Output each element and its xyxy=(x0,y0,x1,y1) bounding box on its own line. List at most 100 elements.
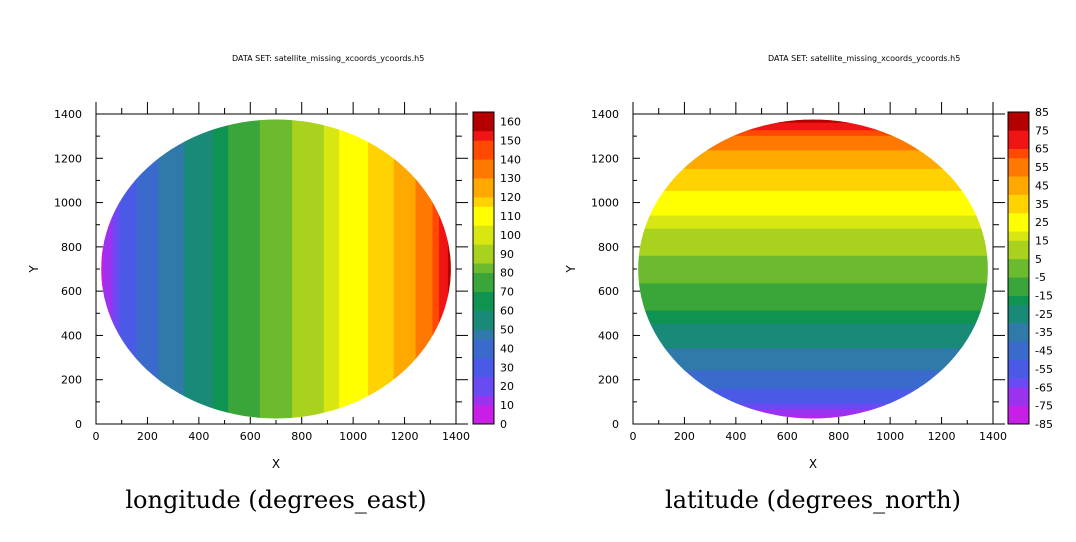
colorbar-box xyxy=(473,329,494,340)
contour-band xyxy=(638,149,988,160)
colorbar: -85-75-65-55-45-35-25-15-551525354555657… xyxy=(1007,106,1053,431)
dataset-label: DATA SET: satellite_missing_xcoords_ycoo… xyxy=(768,54,960,63)
y-tick-label: 1400 xyxy=(54,108,82,121)
colorbar-box xyxy=(473,178,494,188)
colorbar-box xyxy=(1008,313,1029,324)
contour-band xyxy=(212,119,229,419)
colorbar-label: 40 xyxy=(500,342,514,355)
colorbar-label: 55 xyxy=(1035,161,1049,174)
colorbar-box xyxy=(473,206,494,217)
contour-band xyxy=(276,119,293,419)
chart-title: latitude (degrees_north) xyxy=(665,486,961,514)
contour-band xyxy=(243,119,261,419)
x-tick-label: 200 xyxy=(674,430,695,443)
contour-band xyxy=(638,388,988,397)
y-tick-label: 0 xyxy=(75,418,82,431)
contour-band xyxy=(638,379,988,389)
colorbar-label: 120 xyxy=(500,191,521,204)
panel-latitude: DATA SET: satellite_missing_xcoords_ycoo… xyxy=(564,54,1053,514)
colorbar-label: 0 xyxy=(500,418,507,431)
colorbar-box xyxy=(473,348,494,359)
colorbar-box xyxy=(1008,121,1029,131)
contour-band xyxy=(405,119,417,419)
y-tick-label: 800 xyxy=(61,241,82,254)
contour-band xyxy=(101,119,103,419)
y-tick-label: 600 xyxy=(61,285,82,298)
y-tick-label: 1200 xyxy=(54,152,82,165)
colorbar-label: 5 xyxy=(1035,253,1042,266)
x-axis-label: X xyxy=(809,457,817,471)
contour-band xyxy=(107,119,114,419)
colorbar-label: -45 xyxy=(1035,345,1053,358)
contour-band xyxy=(638,335,988,349)
colorbar-box xyxy=(473,112,494,122)
contour-band xyxy=(638,296,988,311)
colorbar-label: 90 xyxy=(500,248,514,261)
axis-ticks: 0 200 400 600 800 1000 1200 1400 0 200 400 600 800 10… xyxy=(591,102,1007,443)
colorbar-label: 70 xyxy=(500,286,514,299)
x-tick-label: 1000 xyxy=(339,430,367,443)
colorbar-box xyxy=(473,320,494,330)
y-tick-label: 600 xyxy=(598,285,619,298)
colorbar-box xyxy=(473,234,494,245)
contour-band xyxy=(638,190,988,203)
colorbar-box xyxy=(1008,212,1029,223)
colorbar-label: 75 xyxy=(1035,124,1049,137)
contour-fill xyxy=(101,119,451,419)
chart-title: longitude (degrees_east) xyxy=(125,486,426,514)
x-tick-label: 0 xyxy=(93,430,100,443)
contour-band xyxy=(424,119,434,419)
colorbar-box xyxy=(1008,332,1029,342)
colorbar: 0 10 20 30 40 50 60 70 80 90 100 110 120 130 140 150 160 xyxy=(472,111,521,431)
colorbar-box xyxy=(473,395,494,406)
colorbar-box xyxy=(473,310,494,321)
colorbar-frame xyxy=(472,111,495,425)
colorbar-label: 85 xyxy=(1035,106,1049,119)
colorbar-label: -75 xyxy=(1035,400,1053,413)
contour-band xyxy=(292,119,309,419)
contour-band xyxy=(198,119,214,419)
colorbar-box xyxy=(1008,258,1029,269)
colorbar-box xyxy=(1008,268,1029,278)
dataset-label: DATA SET: satellite_missing_xcoords_ycoo… xyxy=(232,54,424,63)
colorbar-box xyxy=(473,159,494,170)
axis-ticks: 0 200 400 600 800 1000 1200 1400 0 200 400 600 800 10… xyxy=(54,102,470,443)
y-tick-label: 400 xyxy=(61,329,82,342)
colorbar-box xyxy=(1008,148,1029,159)
contour-band xyxy=(368,119,382,419)
colorbar-box xyxy=(473,121,494,132)
colorbar-label: 150 xyxy=(500,134,521,147)
colorbar-label: 130 xyxy=(500,172,521,185)
contour-band xyxy=(638,269,988,284)
colorbar-label: 100 xyxy=(500,229,521,242)
colorbar-box xyxy=(1008,323,1029,333)
colorbar-box xyxy=(1008,130,1029,140)
colorbar-box xyxy=(1008,414,1029,425)
colorbar-label: 110 xyxy=(500,210,521,223)
contour-band xyxy=(638,322,988,337)
contour-band xyxy=(444,119,449,419)
colorbar-label: -35 xyxy=(1035,326,1053,339)
colorbar-box xyxy=(473,272,494,283)
colorbar-box xyxy=(473,187,494,198)
colorbar-box xyxy=(473,197,494,207)
colorbar-box xyxy=(473,244,494,255)
contour-band xyxy=(259,119,277,419)
colorbar-label: 80 xyxy=(500,267,514,280)
contour-band xyxy=(638,228,988,243)
colorbar-box xyxy=(1008,231,1029,241)
colorbar-label: 35 xyxy=(1035,198,1049,211)
contour-band xyxy=(638,120,988,123)
colorbar-box xyxy=(1008,286,1029,296)
colorbar-box xyxy=(473,291,494,302)
colorbar-label: 25 xyxy=(1035,216,1049,229)
colorbar-label: 160 xyxy=(500,115,521,128)
contour-band xyxy=(638,309,988,324)
contour-band xyxy=(432,119,440,419)
x-tick-label: 1400 xyxy=(979,430,1007,443)
colorbar-box xyxy=(473,149,494,160)
contour-band xyxy=(439,119,445,419)
colorbar-box xyxy=(1008,167,1029,177)
y-tick-label: 200 xyxy=(61,374,82,387)
